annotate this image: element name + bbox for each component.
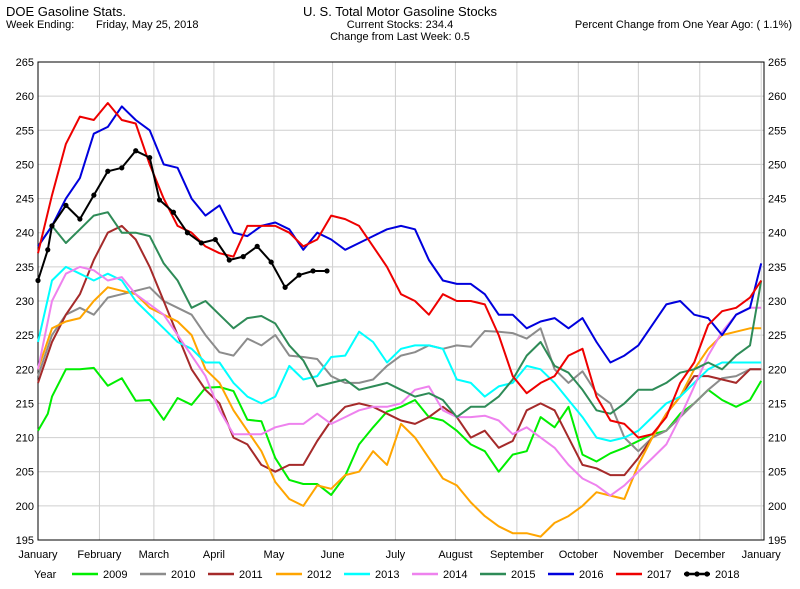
legend-label-2015: 2015 <box>511 569 535 581</box>
current-stocks: Current Stocks: 234.4 <box>346 19 454 31</box>
y-tick-label-right: 230 <box>768 296 786 308</box>
data-point-2018 <box>268 259 274 265</box>
data-point-2018 <box>91 192 97 198</box>
x-tick-label: January <box>18 549 58 561</box>
x-tick-label: July <box>386 549 406 561</box>
data-point-2018 <box>184 230 190 236</box>
x-tick-label: October <box>559 549 598 561</box>
data-point-2018 <box>77 216 83 222</box>
y-tick-label-right: 255 <box>768 125 786 137</box>
y-tick-label-left: 220 <box>16 364 34 376</box>
y-tick-label-left: 200 <box>16 501 34 513</box>
data-point-2018 <box>133 148 139 154</box>
x-tick-label: March <box>139 549 170 561</box>
y-tick-label-right: 245 <box>768 194 786 206</box>
series-line-2016 <box>37 105 763 364</box>
y-tick-label-left: 215 <box>16 398 34 410</box>
y-tick-label-left: 260 <box>16 91 34 103</box>
data-point-2018 <box>240 254 246 260</box>
y-tick-label-left: 210 <box>16 433 34 445</box>
y-tick-label-left: 205 <box>16 467 34 479</box>
legend-marker-2018 <box>704 571 710 577</box>
y-tick-label-left: 255 <box>16 125 34 137</box>
y-tick-label-left: 245 <box>16 194 34 206</box>
series-line-2013 <box>37 265 762 442</box>
percent-change-year-ago: Percent Change from One Year Ago: ( 1.1%… <box>574 19 792 31</box>
x-tick-label: November <box>613 549 664 561</box>
x-tick-label: December <box>674 549 725 561</box>
chart-title: U. S. Total Motor Gasoline Stocks <box>302 4 498 19</box>
y-tick-label-right: 195 <box>768 535 786 547</box>
week-ending-value: Friday, May 25, 2018 <box>96 19 199 31</box>
plot-frame <box>37 61 765 541</box>
data-point-2018 <box>105 168 111 174</box>
y-tick-label-left: 240 <box>16 228 34 240</box>
x-tick-label: April <box>203 549 225 561</box>
legend-label-2010: 2010 <box>171 569 195 581</box>
data-point-2018 <box>212 236 218 243</box>
legend-label-2018: 2018 <box>715 569 739 581</box>
y-tick-label-left: 195 <box>16 535 34 547</box>
y-tick-label-right: 265 <box>768 57 786 69</box>
week-ending-label: Week Ending: <box>6 19 75 31</box>
legend-label-2011: 2011 <box>239 569 263 581</box>
legend-title: Year <box>34 569 57 581</box>
series-line-2014 <box>37 265 762 497</box>
series-line-2011 <box>37 224 762 477</box>
legend: Year 2009 2010 2011 2012 2013 2014 2015 2016 2017… <box>34 569 739 581</box>
x-tick-label: January <box>742 549 782 561</box>
y-tick-label-right: 250 <box>768 159 786 171</box>
data-point-2018 <box>35 277 41 284</box>
x-tick-label: February <box>77 549 122 561</box>
data-point-2018 <box>49 223 55 229</box>
data-point-2018 <box>63 202 69 208</box>
series-line-2017 <box>37 102 763 439</box>
y-tick-label-right: 220 <box>768 364 786 376</box>
data-point-2018 <box>296 272 302 278</box>
data-point-2018 <box>147 155 153 161</box>
y-tick-label-right: 240 <box>768 228 786 240</box>
data-point-2018 <box>170 209 177 215</box>
legend-label-2013: 2013 <box>375 569 399 581</box>
data-point-2018 <box>310 268 316 274</box>
data-point-2018 <box>45 247 51 253</box>
data-point-2018 <box>324 268 330 274</box>
y-tick-label-left: 265 <box>16 57 34 69</box>
y-tick-label-right: 205 <box>768 467 786 479</box>
series-line-2010 <box>37 286 762 453</box>
y-tick-label-right: 210 <box>768 433 786 445</box>
series-line-2015 <box>37 211 763 419</box>
y-tick-label-left: 230 <box>16 296 34 308</box>
data-point-2018 <box>282 284 288 290</box>
y-tick-label-right: 260 <box>768 91 786 103</box>
change-from-last-week: Change from Last Week: 0.5 <box>330 31 470 43</box>
x-tick-label: June <box>321 549 345 561</box>
legend-marker-2018 <box>694 571 700 577</box>
chart-left-title: DOE Gasoline Stats. <box>6 4 126 19</box>
legend-label-2017: 2017 <box>647 569 671 581</box>
y-tick-label-left: 225 <box>16 330 34 342</box>
x-tick-label: August <box>438 549 472 561</box>
legend-label-2016: 2016 <box>579 569 603 581</box>
data-point-2018 <box>198 240 204 246</box>
x-tick-label: September <box>490 549 544 561</box>
y-tick-label-right: 215 <box>768 398 786 410</box>
legend-marker-2018 <box>684 571 690 577</box>
y-tick-label-left: 250 <box>16 159 34 171</box>
data-point-2018 <box>156 197 163 203</box>
series-line-2009 <box>37 366 763 496</box>
data-point-2018 <box>119 165 125 171</box>
y-tick-label-left: 235 <box>16 262 34 274</box>
y-tick-label-right: 200 <box>768 501 786 513</box>
legend-label-2014: 2014 <box>443 569 467 581</box>
legend-label-2009: 2009 <box>103 569 127 581</box>
legend-label-2012: 2012 <box>307 569 331 581</box>
data-point-2018 <box>226 257 232 263</box>
y-tick-label-right: 235 <box>768 262 786 274</box>
x-tick-label: May <box>264 549 285 561</box>
y-tick-label-right: 225 <box>768 330 786 342</box>
data-point-2018 <box>254 243 260 249</box>
